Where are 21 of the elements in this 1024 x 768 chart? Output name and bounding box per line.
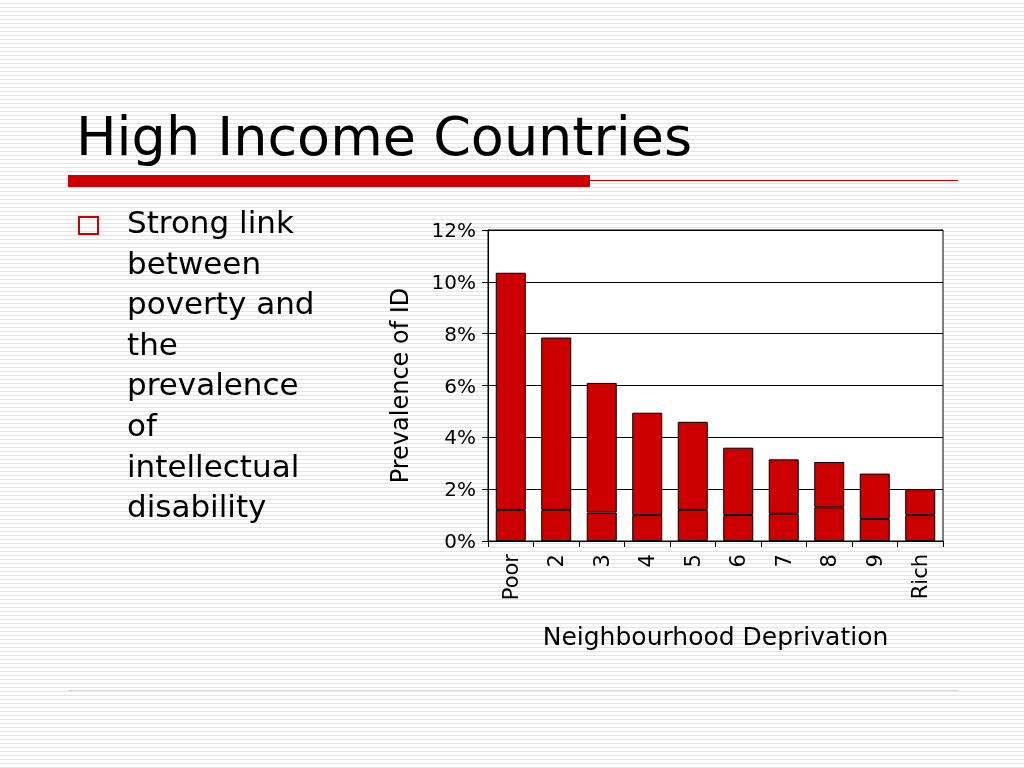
x-tick-label: Poor	[498, 553, 523, 601]
x-axis-title: Neighbourhood Deprivation	[542, 622, 889, 651]
x-tick-label: Rich	[908, 554, 933, 600]
x-tick-label: 8	[817, 554, 842, 568]
x-tick-label: 6	[726, 554, 751, 568]
y-tick-label: 6%	[444, 373, 476, 398]
chart-title: High Income Countries	[76, 105, 693, 168]
x-tick-label: 2	[544, 554, 569, 568]
y-axis-title: Prevalence of ID	[386, 287, 414, 484]
y-tick-label: 4%	[444, 425, 476, 450]
x-tick-label: 7	[771, 554, 796, 568]
x-tick-label: 4	[635, 554, 660, 568]
x-tick-label: 9	[862, 554, 887, 568]
x-tick-label: 3	[589, 554, 614, 568]
y-tick-label: 12%	[431, 218, 476, 242]
y-tick-label: 0%	[444, 529, 476, 553]
y-tick-label: 8%	[444, 321, 476, 346]
y-tick-label: 10%	[431, 269, 476, 294]
x-tick-label: 5	[680, 554, 705, 568]
y-tick-label: 2%	[444, 477, 476, 502]
text: Strong link between poverty and the prevalence of intellectual disability	[127, 203, 316, 527]
